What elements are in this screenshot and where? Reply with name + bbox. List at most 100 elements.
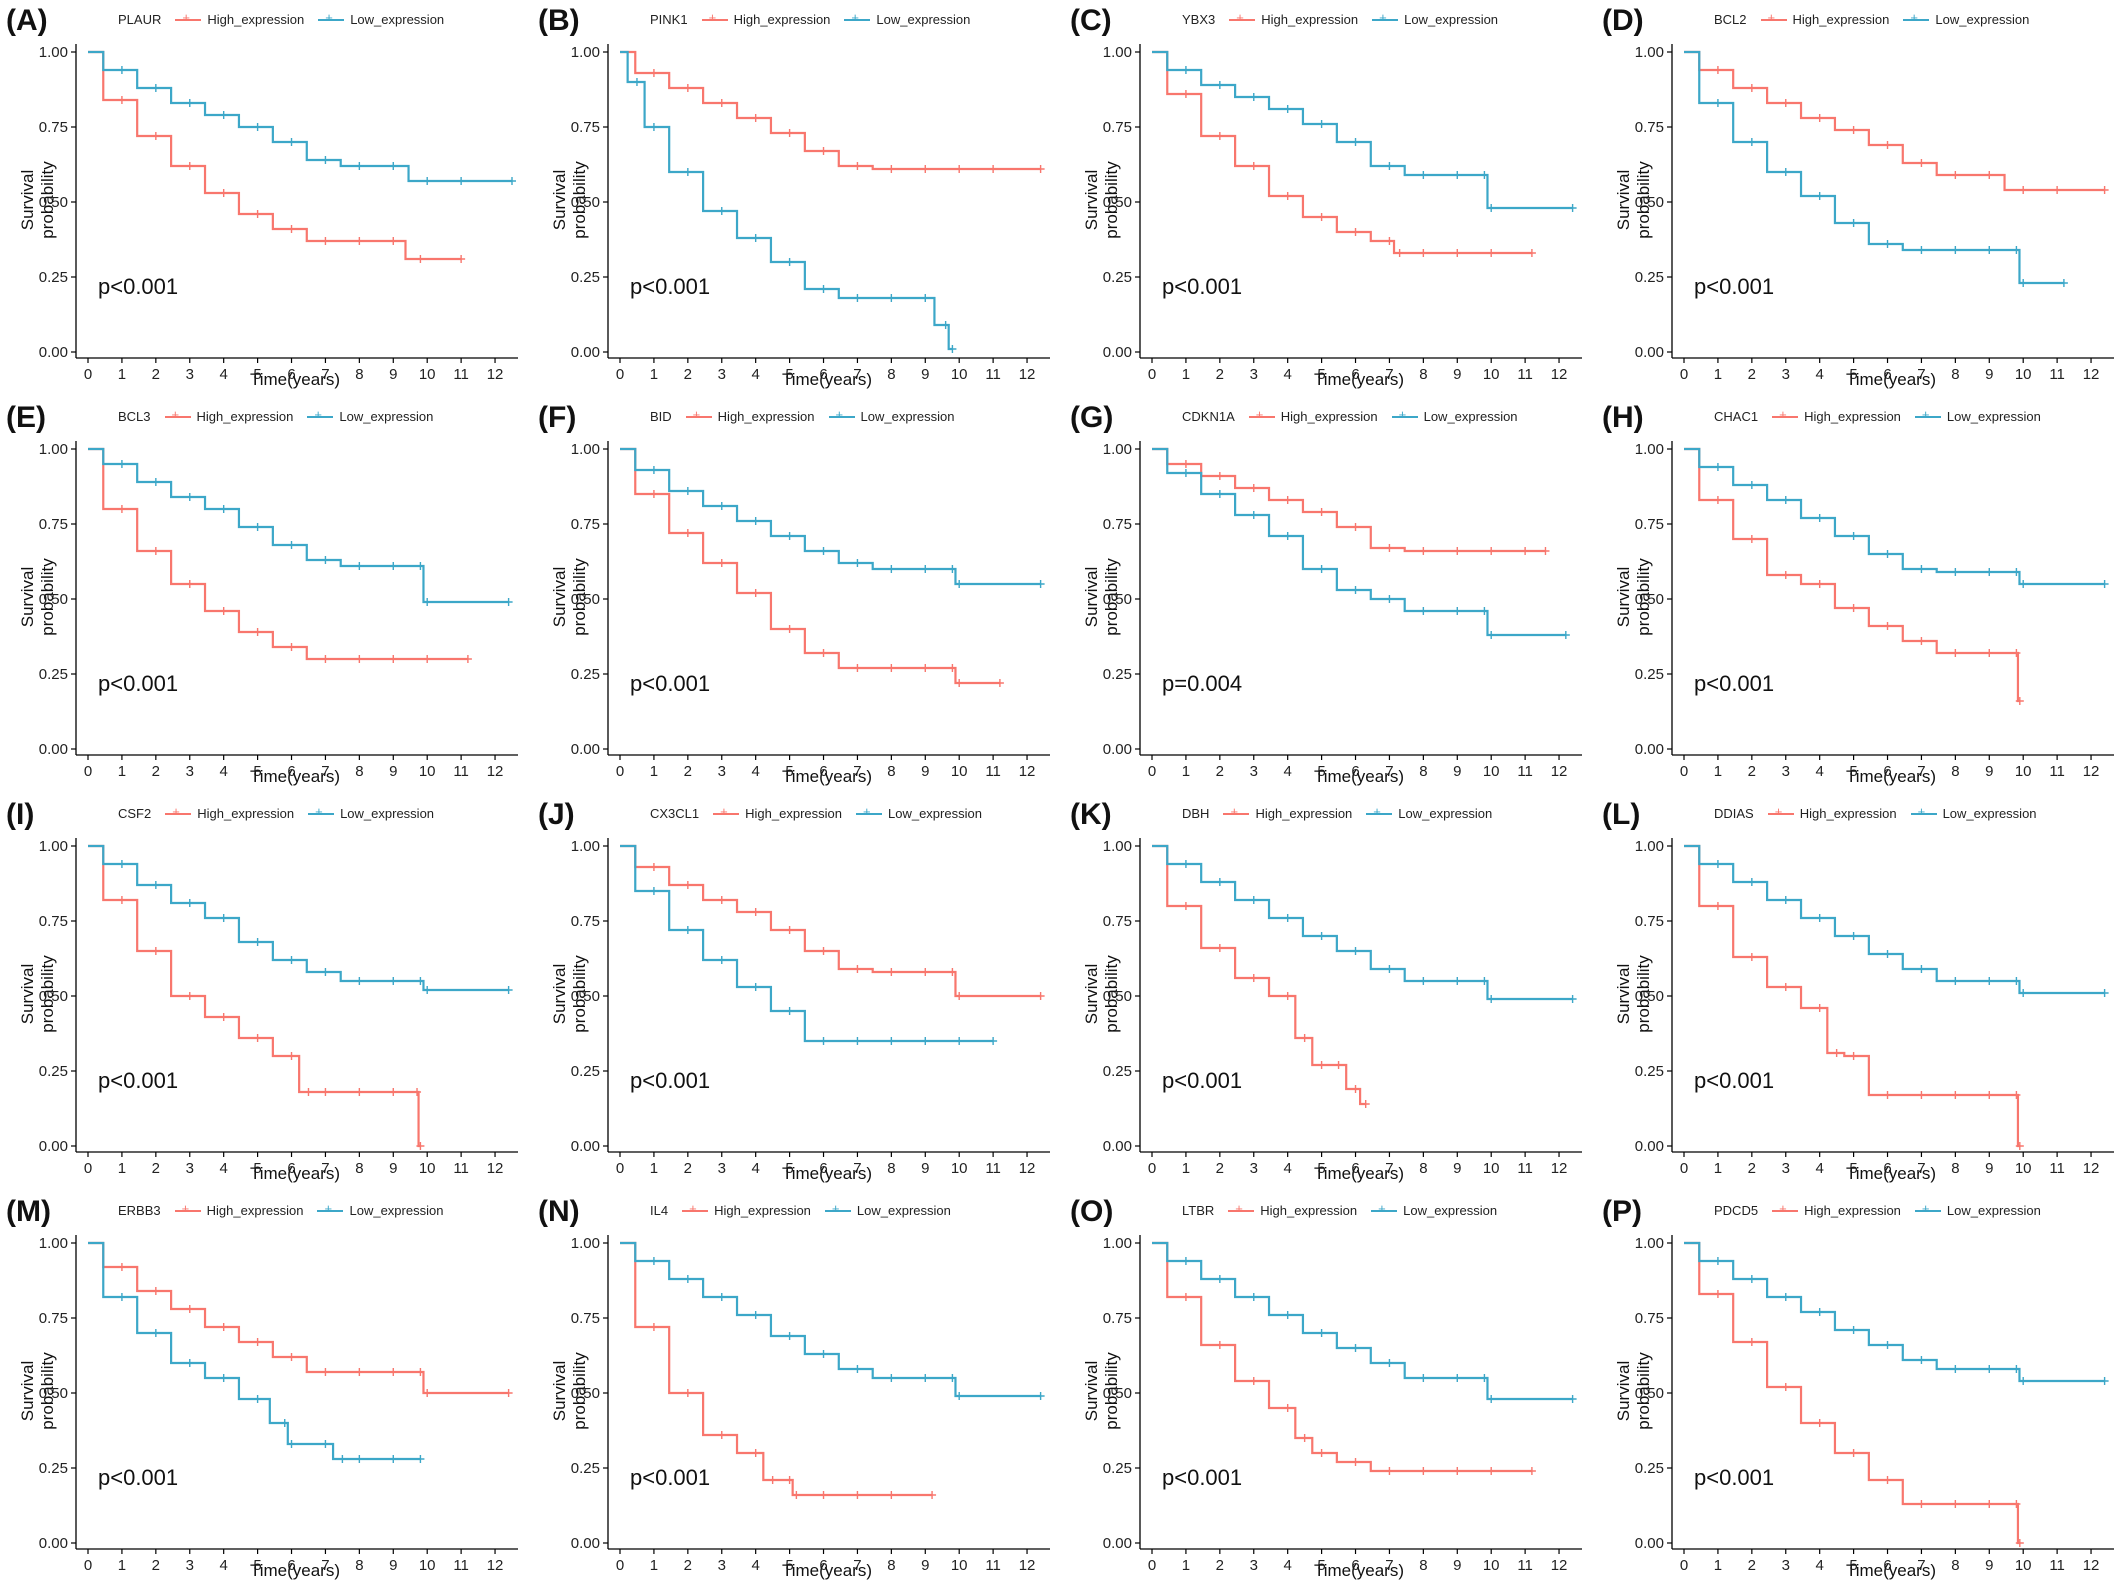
y-tick-label: 1.00 — [39, 44, 68, 61]
censor-mark — [887, 294, 896, 302]
censor-mark — [948, 968, 957, 976]
x-tick-label: 7 — [321, 1557, 329, 1574]
legend-low-label: Low_expression — [887, 806, 982, 821]
censor-mark — [1781, 571, 1790, 579]
censor-mark — [1917, 965, 1926, 973]
censor-mark — [1385, 595, 1394, 603]
y-axis-label: Survival probability — [1614, 558, 1653, 636]
panel-letter: (D) — [1602, 4, 1644, 37]
censor-mark — [1419, 1467, 1428, 1475]
x-tick-label: 6 — [1883, 763, 1891, 780]
censor-mark — [649, 123, 658, 131]
censor-mark — [117, 896, 126, 904]
x-tick-label: 6 — [1883, 366, 1891, 383]
x-axis-label: Time(years) — [781, 370, 873, 389]
censor-mark — [117, 505, 126, 513]
low-expression-curve — [88, 447, 509, 604]
x-tick-label: 5 — [1849, 763, 1857, 780]
censor-mark — [819, 1350, 828, 1358]
p-value: p<0.001 — [98, 274, 179, 299]
km-panel: (G) CDKN1A High_expression Low_expression 0.… — [1064, 397, 1596, 794]
legend-low-swatch — [824, 1201, 851, 1217]
high-expression-curve — [88, 50, 462, 261]
x-tick-label: 4 — [1284, 366, 1292, 383]
censor-mark — [355, 562, 364, 570]
x-tick-label: 7 — [321, 366, 329, 383]
censor-mark — [1215, 1341, 1224, 1349]
x-tick-label: 9 — [1985, 763, 1993, 780]
x-tick-label: 12 — [487, 763, 504, 780]
x-tick-label: 0 — [84, 1160, 92, 1177]
y-tick-label: 0.50 — [1635, 988, 1664, 1005]
legend-gene-name: PLAUR — [118, 12, 162, 27]
legend-high-label: High_expression — [197, 806, 295, 821]
x-tick-label: 1 — [650, 1160, 658, 1177]
x-axis-label: Time(years) — [249, 767, 341, 786]
censor-mark — [389, 655, 398, 663]
censor-mark — [117, 1293, 126, 1301]
legend-high-swatch — [175, 10, 202, 26]
x-tick-label: 7 — [1917, 1160, 1925, 1177]
censor-mark — [1385, 162, 1394, 170]
x-tick-label: 1 — [118, 366, 126, 383]
y-tick-label: 0.50 — [1103, 194, 1132, 211]
censor-mark — [219, 505, 228, 513]
x-tick-label: 9 — [1453, 366, 1461, 383]
censor-mark — [1249, 974, 1258, 982]
censor-mark — [887, 165, 896, 173]
censor-mark — [338, 1455, 347, 1463]
censor-mark — [2012, 977, 2021, 985]
censor-mark — [1249, 484, 1258, 492]
high-expression-curve — [620, 50, 1041, 171]
x-tick-label: 1 — [650, 1557, 658, 1574]
y-tick-label: 0.00 — [1635, 1138, 1664, 1155]
censor-mark — [253, 523, 262, 531]
high-expression-curve — [620, 1241, 933, 1497]
y-tick-label: 0.25 — [1103, 1460, 1132, 1477]
y-axis-label: Survival probability — [1082, 1352, 1121, 1430]
censor-mark — [1917, 1091, 1926, 1099]
censor-mark — [1849, 126, 1858, 134]
censor-mark — [185, 493, 194, 501]
censor-mark — [1747, 138, 1756, 146]
x-tick-label: 6 — [819, 1557, 827, 1574]
censor-mark — [1215, 81, 1224, 89]
low-expression-curve — [1684, 844, 2105, 995]
censor-mark — [185, 162, 194, 170]
censor-mark — [2019, 279, 2028, 287]
km-panel: (E) BCL3 High_expression Low_expression 0.00… — [0, 397, 532, 794]
y-tick-label: 0.25 — [571, 666, 600, 683]
censor-mark — [287, 138, 296, 146]
x-tick-label: 9 — [921, 366, 929, 383]
censor-mark — [1300, 1434, 1309, 1442]
censor-mark — [1747, 878, 1756, 886]
censor-mark — [287, 1440, 296, 1448]
y-tick-label: 1.00 — [1103, 838, 1132, 855]
censor-mark — [1985, 977, 1994, 985]
censor-mark — [1351, 586, 1360, 594]
censor-mark — [423, 177, 432, 185]
censor-mark — [2019, 989, 2028, 997]
censor-mark — [1283, 1311, 1292, 1319]
censor-mark — [1527, 249, 1536, 257]
censor-mark — [389, 1368, 398, 1376]
y-tick-label: 0.50 — [1103, 591, 1132, 608]
censor-mark — [887, 1037, 896, 1045]
censor-mark — [1419, 171, 1428, 179]
censor-mark — [1849, 1326, 1858, 1334]
x-tick-label: 6 — [1351, 1557, 1359, 1574]
censor-mark — [1487, 631, 1496, 639]
panel-letter: (B) — [538, 4, 580, 37]
low-expression-curve — [1152, 1241, 1573, 1401]
x-tick-label: 2 — [152, 1160, 160, 1177]
censor-mark — [321, 1368, 330, 1376]
km-panel: (K) DBH High_expression Low_expression 0.00 0… — [1064, 794, 1596, 1191]
censor-mark — [1351, 523, 1360, 531]
y-tick-label: 0.00 — [1635, 344, 1664, 361]
x-tick-label: 0 — [1680, 366, 1688, 383]
legend-high-label: High_expression — [206, 1203, 304, 1218]
censor-mark — [683, 1275, 692, 1283]
censor-mark — [1283, 1404, 1292, 1412]
x-tick-label: 2 — [684, 1160, 692, 1177]
panel-letter: (G) — [1070, 401, 1114, 434]
